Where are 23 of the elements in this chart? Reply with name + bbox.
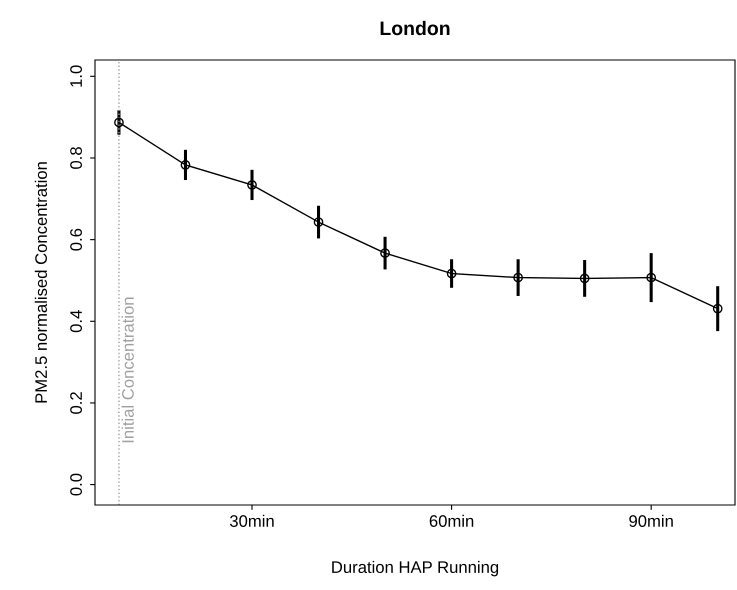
point bbox=[114, 118, 124, 128]
point bbox=[513, 272, 523, 282]
x-axis-title: Duration HAP Running bbox=[332, 560, 498, 576]
y-tick-label: 0.2 bbox=[70, 392, 82, 414]
point bbox=[712, 304, 723, 314]
point bbox=[646, 272, 656, 282]
y-axis-title: PM2.5 normalised Concentration bbox=[34, 162, 48, 402]
x-tick-label: 90min bbox=[629, 514, 673, 527]
point bbox=[247, 180, 257, 190]
point bbox=[580, 274, 590, 284]
y-tick-label: 0.8 bbox=[70, 147, 82, 169]
chart-title: London bbox=[380, 20, 450, 36]
point bbox=[314, 217, 324, 227]
y-tick-label: 0.4 bbox=[70, 310, 82, 332]
y-tick-label: 0.0 bbox=[70, 474, 82, 496]
y-tick-label: 0.6 bbox=[70, 228, 82, 251]
x-tick-label: 60min bbox=[430, 514, 474, 527]
ref-line-label: Initial Concentration bbox=[122, 298, 134, 442]
point bbox=[180, 160, 190, 170]
x-tick-label: 30min bbox=[230, 514, 274, 527]
y-tick-label: 1.0 bbox=[70, 65, 82, 87]
point bbox=[446, 268, 456, 278]
point bbox=[380, 248, 390, 258]
